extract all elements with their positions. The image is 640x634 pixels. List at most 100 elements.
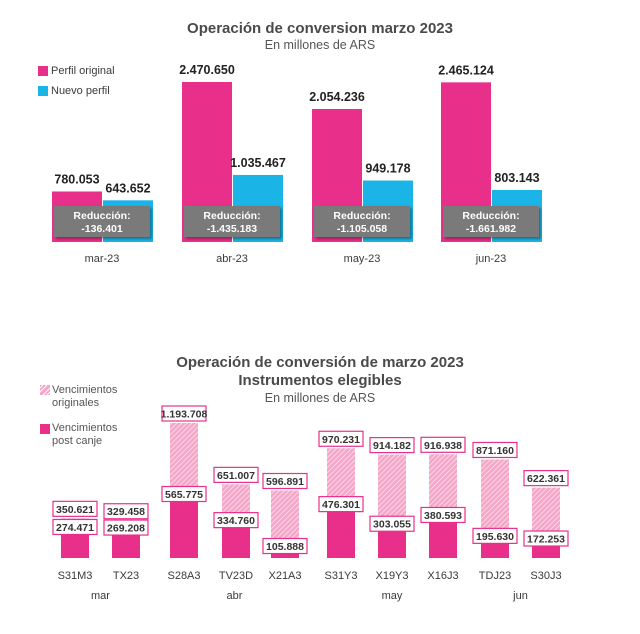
- group-label-abr: abr: [227, 590, 243, 602]
- value-label-original-mar-23: 780.053: [54, 172, 99, 186]
- value-label-originales-X19Y3: 914.182: [373, 440, 411, 452]
- label-box-post-X21A3: [262, 537, 308, 555]
- label-box-originales-TV23D: [213, 466, 259, 483]
- legend-label-originales-line2: originales: [52, 397, 100, 409]
- legend-label-nuevo: Nuevo perfil: [51, 85, 110, 97]
- value-label-post-X19Y3: 303.055: [373, 519, 411, 531]
- value-label-original-abr-23: 2.470.650: [179, 63, 235, 77]
- tick-label-X21A3: X21A3: [268, 570, 301, 582]
- label-box-originales-X21A3: [262, 472, 308, 490]
- label-box-originales-S28A3: [161, 405, 207, 422]
- label-box-originales-S31M3: [52, 500, 98, 517]
- reduction-box-mar-23: [54, 206, 150, 237]
- label-box-post-S31M3: [52, 518, 98, 536]
- chart1-plot: 780.053643.652Reducción:-136.401mar-232.…: [52, 63, 542, 265]
- chart2-title: Operación de conversión de marzo 2023: [176, 354, 464, 371]
- value-label-post-TX23: 269.208: [107, 523, 145, 535]
- value-label-nuevo-may-23: 949.178: [365, 162, 410, 176]
- value-label-originales-S30J3: 622.361: [527, 473, 565, 485]
- label-box-post-TV23D: [213, 512, 259, 529]
- tick-label-abr-23: abr-23: [216, 253, 248, 265]
- reduction-label-mar-23: Reducción:: [73, 210, 130, 222]
- tick-label-TDJ23: TDJ23: [479, 570, 511, 582]
- value-label-original-may-23: 2.054.236: [309, 90, 365, 104]
- bar-post-S28A3: [170, 494, 198, 558]
- label-box-post-S31Y3: [318, 496, 364, 513]
- tick-label-S30J3: S30J3: [530, 570, 561, 582]
- legend-label-originales: Vencimientos originales: [52, 384, 117, 410]
- group-label-jun: jun: [512, 590, 528, 602]
- legend-label-original: Perfil original: [51, 65, 115, 77]
- label-box-post-X19Y3: [369, 515, 415, 532]
- label-box-originales-X16J3: [420, 436, 466, 453]
- reduction-label-abr-23: Reducción:: [203, 210, 260, 222]
- tick-label-TX23: TX23: [113, 570, 139, 582]
- label-box-originales-S31Y3: [318, 430, 364, 447]
- chart1-subtitle: En millones de ARS: [264, 38, 376, 52]
- value-label-post-S31Y3: 476.301: [322, 499, 360, 511]
- label-box-originales-TX23: [103, 503, 149, 520]
- value-label-nuevo-jun-23: 803.143: [494, 171, 539, 185]
- value-label-originales-X21A3: 596.891: [266, 476, 304, 488]
- tick-label-jun-23: jun-23: [475, 253, 507, 265]
- reduction-value-jun-23: -1.661.982: [466, 223, 516, 235]
- legend-swatch-nuevo: [38, 86, 48, 96]
- tick-label-S31Y3: S31Y3: [324, 570, 357, 582]
- value-label-post-X16J3: 380.593: [424, 510, 462, 522]
- value-label-originales-TX23: 329.458: [107, 506, 145, 518]
- tick-label-TV23D: TV23D: [219, 570, 253, 582]
- group-label-mar: mar: [91, 590, 110, 602]
- value-label-originales-S31M3: 350.621: [56, 504, 94, 516]
- label-box-originales-TDJ23: [472, 441, 518, 459]
- legend-label-originales-line1: Vencimientos: [52, 384, 118, 396]
- label-box-post-S28A3: [161, 485, 207, 503]
- label-box-post-S30J3: [523, 530, 569, 547]
- label-box-post-TDJ23: [472, 527, 518, 544]
- label-box-post-TX23: [103, 519, 149, 536]
- reduction-box-may-23: [314, 206, 410, 237]
- value-label-post-S31M3: 274.471: [56, 522, 94, 534]
- legend-swatch-post: [40, 424, 50, 434]
- value-label-originales-S28A3: 1.193.708: [161, 409, 208, 421]
- value-label-originales-TV23D: 651.007: [217, 470, 255, 482]
- tick-label-S31M3: S31M3: [58, 570, 93, 582]
- tick-label-may-23: may-23: [344, 253, 381, 265]
- legend-label-post-line1: Vencimientos: [52, 422, 118, 434]
- value-label-post-TV23D: 334.760: [217, 515, 255, 527]
- value-label-nuevo-abr-23: 1.035.467: [230, 156, 286, 170]
- legend-swatch-original: [38, 66, 48, 76]
- tick-label-X19Y3: X19Y3: [375, 570, 408, 582]
- reduction-value-may-23: -1.105.058: [337, 223, 387, 235]
- label-box-originales-S30J3: [523, 470, 569, 487]
- value-label-post-S28A3: 565.775: [165, 489, 203, 501]
- tick-label-mar-23: mar-23: [85, 253, 120, 265]
- value-label-post-TDJ23: 195.630: [476, 531, 514, 543]
- reduction-label-jun-23: Reducción:: [462, 210, 519, 222]
- bar-post-S31Y3: [327, 504, 355, 558]
- label-box-post-X16J3: [420, 506, 466, 524]
- reduction-value-abr-23: -1.435.183: [207, 223, 257, 235]
- chart2-subtitle: En millones de ARS: [264, 391, 376, 405]
- value-label-post-X21A3: 105.888: [266, 541, 304, 553]
- reduction-label-may-23: Reducción:: [333, 210, 390, 222]
- label-box-originales-X19Y3: [369, 437, 415, 454]
- value-label-nuevo-mar-23: 643.652: [105, 181, 150, 195]
- value-label-original-jun-23: 2.465.124: [438, 63, 494, 77]
- group-label-may: may: [382, 590, 403, 602]
- tick-label-S28A3: S28A3: [167, 570, 200, 582]
- value-label-originales-S31Y3: 970.231: [322, 434, 360, 446]
- legend-swatch-originales: [40, 385, 50, 395]
- chart2-title-2: Instrumentos elegibles: [238, 372, 402, 389]
- reduction-box-jun-23: [443, 206, 539, 237]
- tick-label-X16J3: X16J3: [427, 570, 458, 582]
- reduction-value-mar-23: -136.401: [81, 223, 123, 235]
- legend-label-post-line2: post canje: [52, 435, 103, 447]
- value-label-originales-TDJ23: 871.160: [476, 445, 514, 457]
- value-label-originales-X16J3: 916.938: [424, 440, 462, 452]
- chart1-title: Operación de conversion marzo 2023: [187, 20, 453, 37]
- value-label-post-S30J3: 172.253: [527, 534, 565, 546]
- reduction-box-abr-23: [184, 206, 280, 237]
- legend-label-post: Vencimientos post canje: [52, 422, 117, 448]
